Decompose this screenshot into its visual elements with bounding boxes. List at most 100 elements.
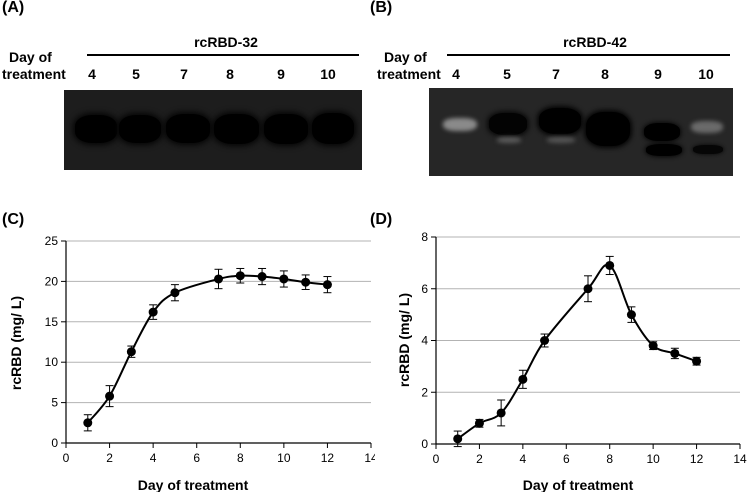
chart-c-points: [83, 271, 332, 428]
blot-band: [693, 145, 723, 154]
blot-b-lane-label: 4: [452, 66, 460, 82]
chart-c-y-axis-label: rcRBD (mg/ L): [8, 296, 24, 390]
blot-b-lane-label: 9: [654, 66, 662, 82]
data-point: [605, 260, 615, 270]
y-tick-label: 10: [45, 355, 59, 369]
blot-b-bracket: [447, 54, 730, 56]
y-tick-label: 0: [51, 436, 58, 450]
x-tick-label: 14: [733, 452, 747, 466]
blot-a-lane-label: 4: [88, 66, 96, 82]
blot-b-row-label-2: treatment: [377, 66, 441, 82]
data-point: [583, 284, 593, 294]
chart-c-series-line: [87, 274, 328, 424]
chart-d: 0 2 4 6 8 0 2 4 6 8 10 12 14 Day of treatment rcRBD…: [396, 230, 747, 492]
blot-a-lane-label: 10: [320, 66, 336, 82]
y-tick-label: 4: [421, 334, 428, 348]
x-tick-label: 4: [150, 451, 157, 465]
panel-label-a: (A): [2, 0, 25, 16]
data-point: [626, 310, 636, 320]
blot-a-bracket: [87, 54, 359, 56]
chart-d-gridlines: [436, 236, 740, 393]
data-point: [518, 374, 528, 384]
y-tick-label: 5: [51, 396, 58, 410]
chart-c-axes: [61, 240, 372, 448]
x-tick-label: 10: [277, 451, 291, 465]
chart-c-error-bars: [83, 267, 332, 432]
y-tick-label: 2: [421, 385, 428, 399]
blot-b-row-label-1: Day of: [384, 49, 427, 65]
chart-c-x-tick-labels: 0 2 4 6 8 10 12 14: [63, 451, 375, 465]
blot-band: [166, 114, 210, 143]
data-point: [126, 347, 136, 357]
blot-band: [539, 108, 581, 134]
data-point: [301, 277, 311, 287]
blot-a-row-label-2: treatment: [2, 66, 66, 82]
blot-a-title: rcRBD-32: [194, 34, 258, 50]
blot-band: [497, 137, 521, 143]
blot-band: [547, 137, 575, 143]
data-point: [692, 356, 702, 366]
y-tick-label: 8: [421, 230, 428, 244]
x-tick-label: 12: [690, 452, 704, 466]
x-tick-label: 2: [476, 452, 483, 466]
y-tick-label: 25: [45, 234, 59, 248]
x-tick-label: 0: [63, 451, 70, 465]
x-tick-label: 14: [364, 451, 375, 465]
data-point: [257, 272, 267, 282]
y-tick-label: 0: [421, 437, 428, 451]
chart-d-axes: [431, 236, 741, 449]
blot-a-row-label-1: Day of: [9, 49, 52, 65]
chart-d-points: [453, 260, 702, 444]
data-point: [496, 408, 506, 418]
chart-c-gridlines: [66, 240, 371, 404]
x-tick-label: 8: [606, 452, 613, 466]
blot-b-lane-label: 10: [698, 66, 714, 82]
blot-band: [443, 118, 477, 131]
panel-label-b: (B): [370, 0, 393, 16]
data-point: [279, 274, 289, 284]
data-point: [648, 341, 658, 351]
x-tick-label: 6: [193, 451, 200, 465]
data-point: [670, 348, 680, 358]
blot-a-lane-label: 8: [226, 66, 234, 82]
data-point: [474, 418, 484, 428]
x-tick-label: 2: [106, 451, 113, 465]
chart-d-x-tick-labels: 0 2 4 6 8 10 12 14: [433, 452, 747, 466]
blot-band: [644, 123, 680, 141]
chart-d-y-axis-label: rcRBD (mg/ L): [396, 293, 412, 387]
blot-band: [691, 121, 723, 133]
blot-b-lane-label: 8: [601, 66, 609, 82]
x-tick-label: 0: [433, 452, 440, 466]
blot-band: [646, 144, 682, 156]
data-point: [148, 307, 158, 317]
blot-band: [75, 115, 117, 143]
blot-a-lane-label: 9: [277, 66, 285, 82]
data-point: [83, 418, 93, 428]
x-tick-label: 10: [646, 452, 660, 466]
data-point: [214, 274, 223, 284]
data-point: [540, 336, 550, 345]
chart-d-x-axis-label: Day of treatment: [523, 477, 634, 492]
blot-a-lane-label: 5: [132, 66, 140, 82]
blot-a-lane-label: 7: [180, 66, 188, 82]
data-point: [235, 271, 245, 281]
x-tick-label: 12: [321, 451, 335, 465]
western-blot-a: [64, 90, 362, 170]
blot-band: [312, 113, 354, 144]
x-tick-label: 4: [520, 452, 527, 466]
chart-d-series-line: [457, 263, 697, 440]
blot-band: [586, 112, 630, 146]
blot-band: [489, 113, 527, 135]
chart-d-y-tick-labels: 0 2 4 6 8: [421, 230, 428, 451]
blot-band: [264, 114, 308, 144]
x-tick-label: 6: [563, 452, 570, 466]
panel-label-d: (D): [370, 211, 393, 228]
y-tick-label: 6: [421, 282, 428, 296]
data-point: [322, 280, 332, 290]
x-tick-label: 8: [237, 451, 244, 465]
y-tick-label: 20: [45, 274, 59, 288]
chart-c-x-axis-label: Day of treatment: [138, 477, 249, 492]
blot-b-lane-label: 7: [552, 66, 560, 82]
western-blot-b: [429, 88, 733, 176]
